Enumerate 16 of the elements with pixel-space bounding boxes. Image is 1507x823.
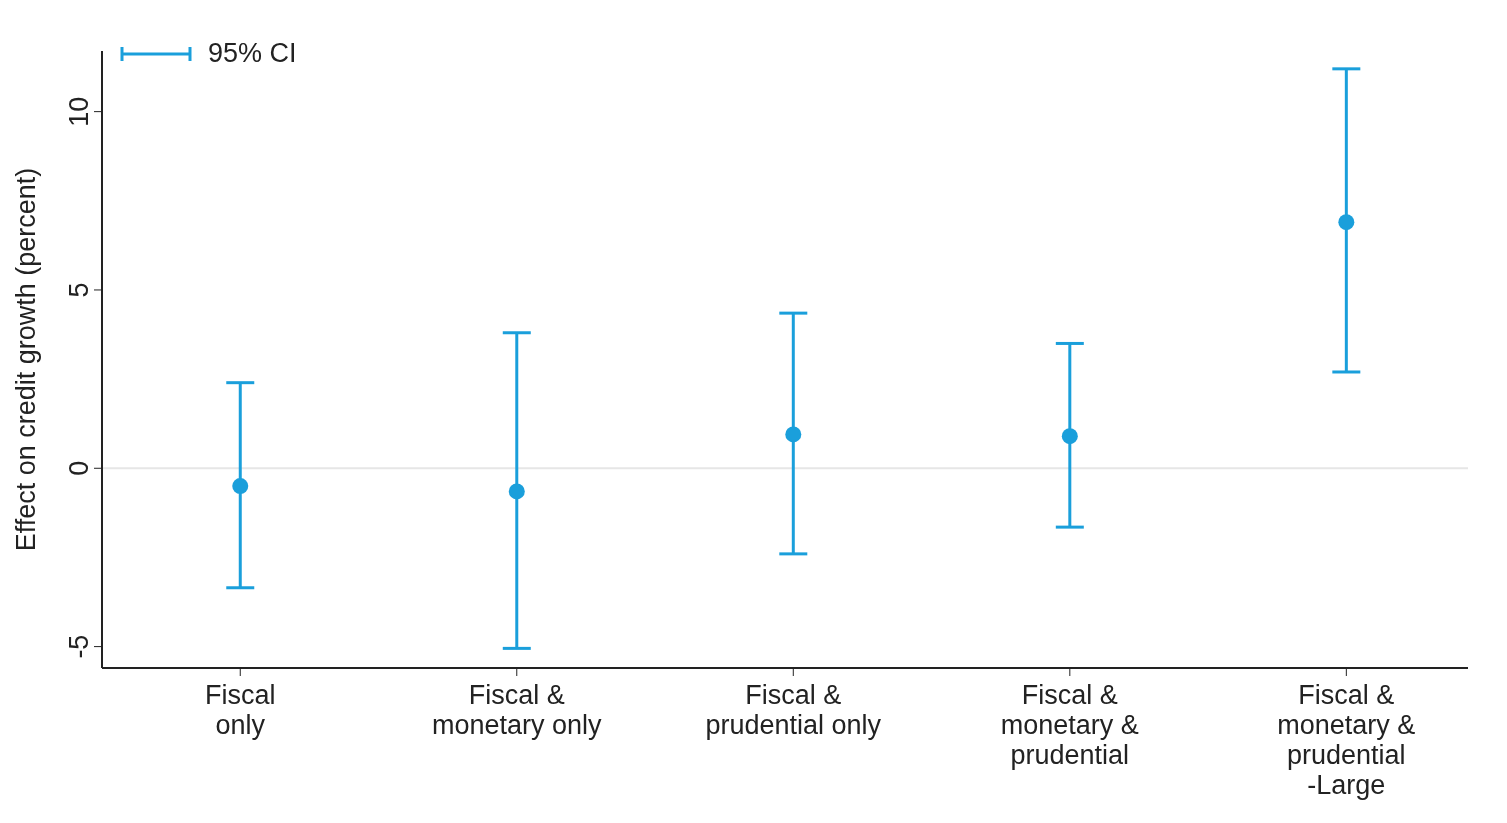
point — [1338, 214, 1355, 231]
x-tick-label: Fiscal & prudential only — [705, 680, 882, 740]
y-tick-label: 5 — [64, 282, 94, 298]
x-tick-label: Fiscal only — [205, 680, 276, 740]
x-tick-label: Fiscal & monetary & prudential -Large — [1277, 680, 1416, 800]
point — [232, 478, 249, 495]
y-tick-label: -5 — [64, 634, 94, 659]
point — [508, 483, 525, 500]
y-axis-title: Effect on credit growth (percent) — [10, 167, 41, 552]
y-tick-label: 0 — [64, 460, 94, 476]
x-tick-label: Fiscal & monetary & prudential — [1000, 680, 1139, 770]
x-tick-label: Fiscal & monetary only — [431, 680, 603, 740]
legend-label: 95% CI — [208, 38, 297, 69]
point — [1061, 428, 1078, 445]
y-tick-label: 10 — [64, 96, 94, 127]
point — [785, 426, 802, 443]
